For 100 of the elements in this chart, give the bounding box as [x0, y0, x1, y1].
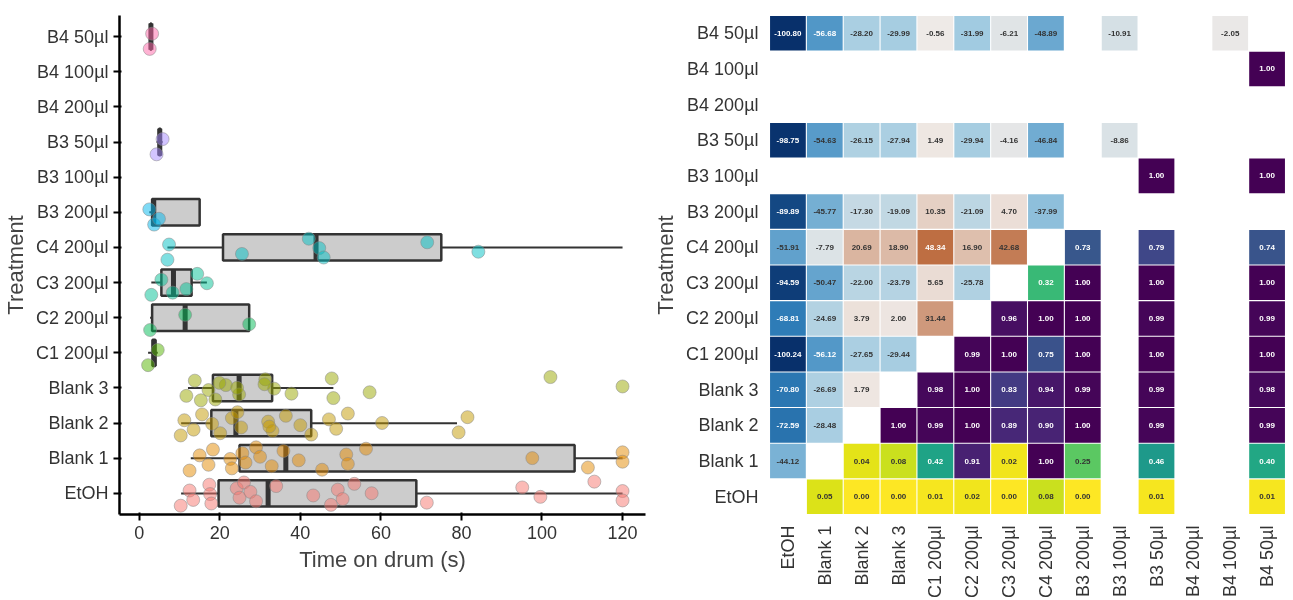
data-label: 0.99 [1259, 313, 1276, 323]
data-label: -29.99 [887, 28, 911, 38]
y-axis-title: Treatment [653, 215, 679, 315]
data-label: 20.69 [851, 242, 873, 252]
y-tick-label: B4 100µl [687, 58, 759, 79]
y-tick-label: Blank 3 [48, 377, 109, 398]
data-label: -25.78 [960, 278, 985, 288]
y-tick-label: C2 200µl [36, 307, 109, 328]
y-tick-label: B3 200µl [37, 202, 109, 223]
data-label: 0.02 [964, 492, 981, 502]
y-tick-label: C1 200µl [36, 342, 109, 363]
data-label: 0.00 [1075, 492, 1092, 502]
x-tick-label: B4 50µl [1257, 525, 1278, 587]
data-label: -10.91 [1108, 28, 1132, 38]
data-label: -100.80 [774, 28, 803, 38]
x-tick-label: 80 [451, 522, 472, 543]
y-tick-label: B4 50µl [697, 23, 759, 44]
x-tick-label: 0 [134, 522, 145, 543]
data-label: 0.05 [817, 492, 834, 502]
data-label: 0.02 [1001, 456, 1018, 466]
data-label: 0.32 [1038, 278, 1055, 288]
y-tick-label: Blank 1 [698, 451, 759, 472]
y-tick-label: C3 200µl [686, 272, 759, 293]
x-tick-label: Blank 1 [814, 525, 835, 586]
y-tick-label: C4 200µl [36, 237, 109, 258]
data-label: -28.48 [813, 420, 837, 430]
data-label: 1.00 [1259, 64, 1276, 74]
x-tick-label: C2 200µl [962, 525, 983, 598]
data-label: 42.68 [999, 242, 1020, 252]
data-label: -2.05 [1221, 28, 1240, 38]
data-label: -98.75 [776, 135, 800, 145]
data-label: 0.01 [927, 492, 944, 502]
data-label: 16.90 [962, 242, 983, 252]
data-label: -29.94 [960, 135, 985, 145]
data-label: 5.65 [927, 278, 944, 288]
data-label: 1.00 [1075, 313, 1092, 323]
data-label: 0.04 [853, 456, 870, 466]
x-tick-label: B4 100µl [1220, 525, 1241, 597]
y-tick-label: C1 200µl [686, 344, 759, 365]
data-label: 1.00 [964, 420, 981, 430]
data-label: -26.69 [813, 385, 837, 395]
data-label: 0.99 [1259, 420, 1276, 430]
data-label: -7.79 [815, 242, 835, 252]
data-label: 0.91 [964, 456, 981, 466]
data-label: 0.99 [964, 349, 981, 359]
data-label: -4.16 [999, 135, 1019, 145]
data-label: 0.74 [1259, 242, 1276, 252]
data-label: 0.01 [1259, 492, 1276, 502]
data-label: 0.25 [1075, 456, 1092, 466]
data-label: 10.35 [925, 207, 946, 217]
data-label: 1.00 [1259, 349, 1276, 359]
x-tick-label: B3 200µl [1072, 525, 1093, 597]
data-label: 1.00 [964, 385, 981, 395]
data-label: -27.94 [887, 135, 911, 145]
data-label: 0.98 [1259, 385, 1276, 395]
data-label: -45.77 [813, 207, 837, 217]
data-label: -19.09 [887, 207, 911, 217]
data-label: -94.59 [776, 278, 800, 288]
x-tick-label: Blank 2 [851, 525, 872, 586]
y-tick-label: EtOH [714, 486, 759, 507]
x-tick-label: B3 100µl [1109, 525, 1130, 597]
data-label: 0.42 [927, 456, 944, 466]
data-label: 0.99 [1148, 385, 1165, 395]
data-label: -51.91 [776, 242, 800, 252]
data-label: 48.34 [925, 242, 946, 252]
data-label: 0.99 [1075, 385, 1092, 395]
data-label: 0.73 [1075, 242, 1092, 252]
data-label: -44.12 [776, 456, 800, 466]
x-axis-title: Time on drum (s) [299, 546, 466, 572]
data-label: 1.00 [1148, 349, 1165, 359]
data-label: -22.00 [850, 278, 874, 288]
x-tick-label: 60 [370, 522, 391, 543]
data-label: -28.20 [850, 28, 874, 38]
data-label: 3.79 [853, 313, 870, 323]
y-tick-label: B4 100µl [37, 61, 109, 82]
data-label: -37.99 [1034, 207, 1058, 217]
x-tick-label: C4 200µl [1035, 525, 1056, 598]
data-label: -6.21 [999, 28, 1019, 38]
y-tick-label: B3 50µl [47, 132, 109, 153]
data-label: -31.99 [960, 28, 985, 38]
data-label: 0.75 [1038, 349, 1055, 359]
x-tick-label: 40 [290, 522, 311, 543]
data-label: 1.00 [890, 420, 907, 430]
data-label: -70.80 [776, 385, 800, 395]
data-label: -23.79 [887, 278, 911, 288]
data-label: 0.00 [1001, 492, 1018, 502]
y-tick-label: Blank 1 [48, 448, 109, 469]
data-label: -56.12 [813, 349, 837, 359]
x-tick-label: B3 50µl [1146, 525, 1167, 587]
y-tick-label: B4 200µl [687, 94, 759, 115]
data-label: 0.00 [890, 492, 907, 502]
data-label: -50.47 [813, 278, 837, 288]
x-tick-label: C3 200µl [999, 525, 1020, 598]
y-tick-label: Blank 3 [698, 379, 759, 400]
y-axis-title: Treatment [3, 215, 29, 315]
data-label: -56.68 [813, 28, 837, 38]
data-label: 1.00 [1075, 420, 1092, 430]
y-tick-label: B3 200µl [687, 201, 759, 222]
data-label: 0.94 [1038, 385, 1055, 395]
y-tick-label: Blank 2 [698, 415, 759, 436]
